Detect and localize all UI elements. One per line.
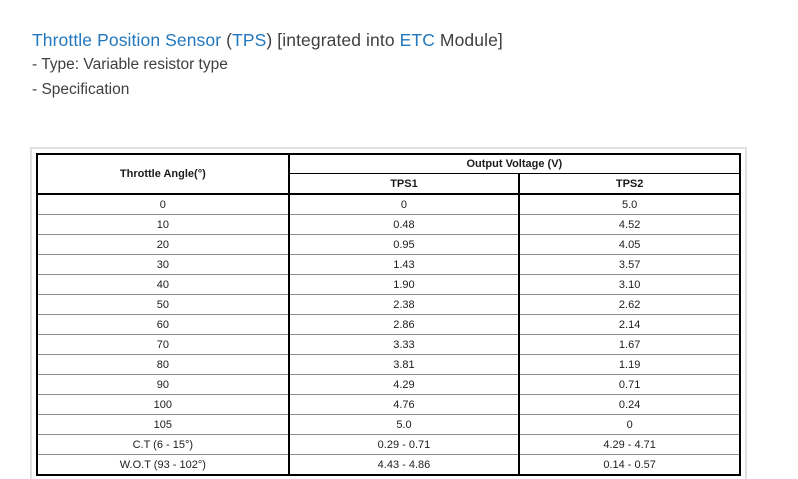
table-cell: 2.62 (518, 294, 740, 315)
table-cell: 0 (518, 414, 740, 435)
header-row-sub: TPS1 TPS2 (37, 173, 740, 195)
tps-link[interactable]: TPS (232, 30, 267, 50)
title-text: ) [integrated into (266, 30, 400, 50)
table-cell: 5.0 (287, 414, 520, 435)
table-row: 100 4.76 0.24 (37, 394, 740, 415)
table-cell: 1.43 (287, 254, 520, 275)
heading-block: Throttle Position Sensor (TPS) [integrat… (0, 0, 798, 102)
table-row: C.T (6 - 15°) 0.29 - 0.71 4.29 - 4.71 (37, 434, 740, 455)
title-text: Module] (434, 30, 503, 50)
header-row-group: Throttle Angle(°) Output Voltage (V) (37, 154, 740, 195)
output-voltage-header: Output Voltage (V) (288, 154, 740, 174)
tps2-header: TPS2 (518, 173, 740, 195)
table-cell: 2.86 (287, 314, 520, 335)
table-cell: C.T (6 - 15°) (37, 434, 289, 455)
page-title: Throttle Position Sensor (TPS) [integrat… (32, 28, 798, 52)
table-cell: 60 (37, 314, 289, 335)
table-cell: 0.48 (287, 214, 520, 235)
spec-table: Throttle Angle(°) Output Voltage (V) TPS… (36, 153, 741, 476)
table-cell: 3.33 (287, 334, 520, 355)
table-cell: 90 (37, 374, 289, 395)
table-cell: 100 (37, 394, 289, 415)
title-text: ( (221, 30, 233, 50)
etc-link[interactable]: ETC (399, 30, 435, 50)
table-cell: 5.0 (518, 194, 740, 215)
table-cell: 80 (37, 354, 289, 375)
table-cell: 4.29 (287, 374, 520, 395)
table-cell: 3.10 (518, 274, 740, 295)
table-cell: 50 (37, 294, 289, 315)
spec-line: - Specification (32, 81, 130, 98)
throttle-position-sensor-link[interactable]: Throttle Position Sensor (32, 30, 222, 50)
table-cell: 70 (37, 334, 289, 355)
table-row: 90 4.29 0.71 (37, 374, 740, 395)
spec-table-frame: Throttle Angle(°) Output Voltage (V) TPS… (30, 147, 747, 479)
table-cell: 3.57 (518, 254, 740, 275)
table-cell: 0 (287, 194, 520, 215)
table-row: 105 5.0 0 (37, 414, 740, 435)
table-cell: 2.38 (287, 294, 520, 315)
tps1-header: TPS1 (288, 173, 520, 195)
table-cell: 0.95 (287, 234, 520, 255)
table-cell: 105 (37, 414, 289, 435)
spec-table-body: 0 0 5.0 10 0.48 4.52 20 0.95 4.05 30 1.43 3.57 40 1.9… (37, 194, 740, 475)
table-cell: 20 (37, 234, 289, 255)
table-cell: 1.19 (518, 354, 740, 375)
table-cell: 30 (37, 254, 289, 275)
table-row: 60 2.86 2.14 (37, 314, 740, 335)
table-cell: 0 (37, 194, 289, 215)
table-cell: 2.14 (518, 314, 740, 335)
table-cell: 4.52 (518, 214, 740, 235)
table-row: 0 0 5.0 (37, 194, 740, 215)
type-line: - Type: Variable resistor type (32, 56, 228, 73)
table-row: 30 1.43 3.57 (37, 254, 740, 275)
table-cell: 4.43 - 4.86 (287, 454, 520, 475)
table-row: 40 1.90 3.10 (37, 274, 740, 295)
table-row: 70 3.33 1.67 (37, 334, 740, 355)
table-cell: 4.76 (287, 394, 520, 415)
table-row: 50 2.38 2.62 (37, 294, 740, 315)
table-cell: 10 (37, 214, 289, 235)
spec-table-header: Throttle Angle(°) Output Voltage (V) TPS… (37, 154, 740, 195)
table-row: 20 0.95 4.05 (37, 234, 740, 255)
table-row: 10 0.48 4.52 (37, 214, 740, 235)
table-cell: 1.67 (518, 334, 740, 355)
table-cell: 0.71 (518, 374, 740, 395)
table-cell: 4.05 (518, 234, 740, 255)
table-row: 80 3.81 1.19 (37, 354, 740, 375)
table-cell: 3.81 (287, 354, 520, 375)
table-cell: 0.14 - 0.57 (518, 454, 740, 475)
table-cell: 0.29 - 0.71 (287, 434, 520, 455)
throttle-angle-header: Throttle Angle(°) (37, 154, 290, 195)
table-cell: 4.29 - 4.71 (518, 434, 740, 455)
table-cell: W.O.T (93 - 102°) (119, 458, 206, 471)
table-cell: 40 (37, 274, 289, 295)
table-cell: 0.24 (518, 394, 740, 415)
table-row: W.O.T (93 - 102°) 4.43 - 4.86 0.14 - 0.57 (37, 454, 740, 475)
table-cell: 1.90 (287, 274, 520, 295)
